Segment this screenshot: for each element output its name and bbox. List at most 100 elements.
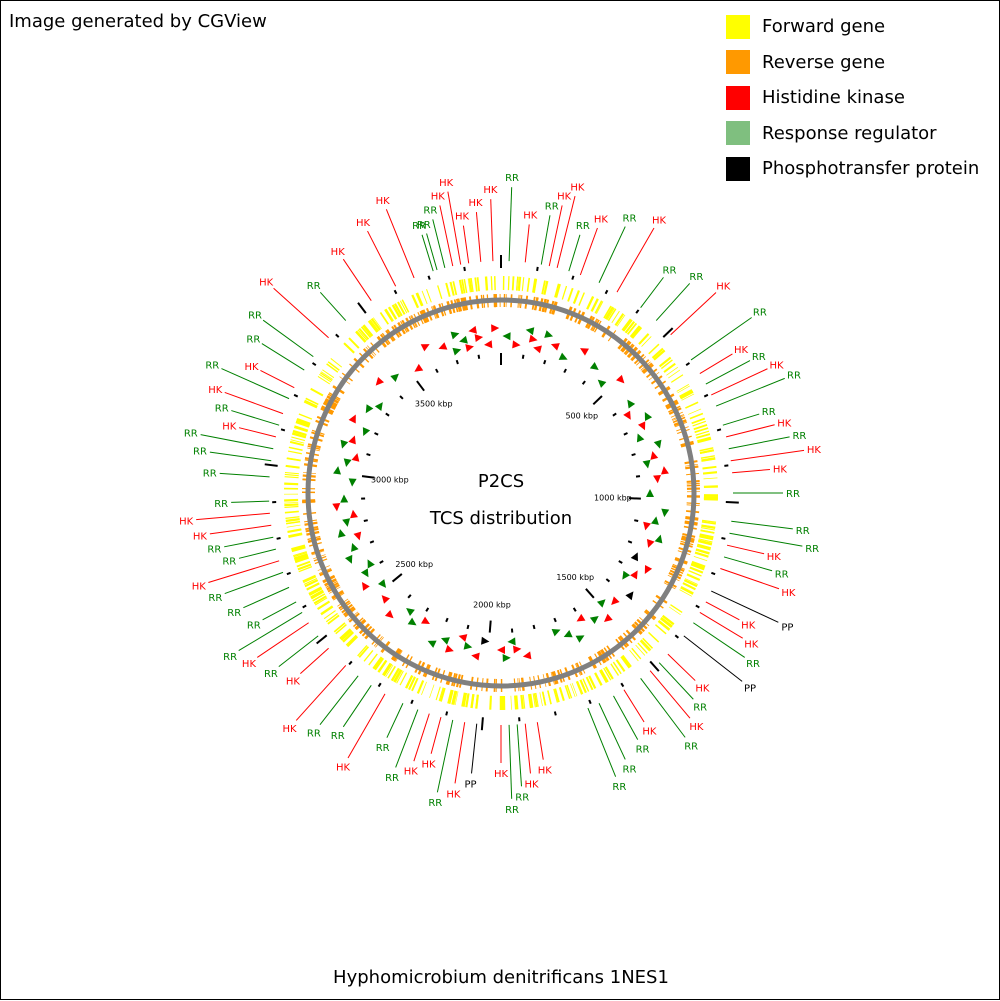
histidine-kinase-label: HK	[594, 215, 609, 226]
response-regulator-label: RR	[515, 792, 529, 803]
forward-gene	[486, 277, 487, 291]
response-regulator-label: RR	[222, 557, 236, 568]
inner-tick	[457, 360, 458, 364]
response-regulator-leader	[262, 344, 304, 370]
inner-tick	[624, 433, 628, 435]
response-regulator-marker	[390, 371, 401, 382]
response-regulator-marker	[576, 632, 587, 643]
response-regulator-label: RR	[693, 703, 707, 714]
histidine-kinase-leader	[732, 469, 770, 472]
outer-tick	[572, 276, 573, 280]
tick-label: 500 kbp	[565, 411, 598, 420]
inner-tick	[523, 355, 524, 359]
histidine-kinase-label: HK	[455, 212, 470, 223]
inner-tick	[367, 454, 371, 455]
forward-gene	[285, 477, 299, 478]
response-regulator-leader	[263, 602, 297, 620]
response-regulator-leader	[509, 725, 512, 799]
forward-gene	[574, 290, 579, 303]
response-regulator-label: RR	[215, 404, 229, 415]
outer-tick	[606, 290, 608, 294]
forward-gene	[284, 502, 298, 503]
response-regulator-label: RR	[428, 798, 442, 809]
response-regulator-label: RR	[746, 659, 760, 670]
histidine-kinase-label: HK	[744, 639, 759, 650]
histidine-kinase-marker	[550, 340, 560, 350]
response-regulator-marker	[502, 332, 510, 340]
tick-label: 1500 kbp	[556, 573, 594, 582]
phosphotransfer-protein-leader	[711, 591, 778, 622]
response-regulator-marker	[559, 353, 570, 364]
response-regulator-label: RR	[248, 310, 262, 321]
histidine-kinase-marker	[475, 333, 484, 342]
response-regulator-marker	[597, 596, 608, 607]
phosphotransfer-protein-label: PP	[781, 623, 793, 634]
histidine-kinase-marker	[623, 411, 634, 422]
histidine-kinase-label: HK	[483, 185, 498, 196]
forward-gene	[701, 530, 715, 533]
inner-tick	[564, 369, 566, 373]
response-regulator-leader	[231, 501, 269, 502]
response-regulator-label: RR	[385, 773, 399, 784]
response-regulator-label: RR	[505, 173, 519, 184]
histidine-kinase-label: HK	[222, 421, 237, 432]
inner-tick	[364, 520, 368, 521]
organism-name: Hyphomicrobium denitrificans 1NES1	[1, 967, 1000, 988]
forward-gene	[642, 336, 652, 346]
histidine-kinase-leader	[463, 226, 468, 264]
histidine-kinase-leader	[731, 450, 804, 460]
histidine-kinase-leader	[711, 369, 767, 395]
response-regulator-marker	[590, 613, 601, 624]
response-regulator-label: RR	[423, 206, 437, 217]
outer-tick	[294, 395, 298, 397]
response-regulator-leader	[706, 361, 750, 384]
outer-tick	[704, 395, 708, 397]
forward-gene	[703, 467, 717, 469]
phosphotransfer-protein-marker	[481, 637, 490, 646]
inner-tick	[400, 396, 403, 399]
forward-gene	[595, 673, 601, 685]
histidine-kinase-label: HK	[242, 659, 257, 670]
inner-tick	[554, 618, 556, 622]
tick-label: 1000 kbp	[594, 494, 632, 503]
response-regulator-leader	[263, 320, 313, 356]
response-regulator-leader	[279, 636, 318, 667]
response-regulator-leader	[437, 720, 452, 792]
histidine-kinase-marker	[529, 335, 538, 344]
response-regulator-marker	[643, 460, 652, 469]
response-regulator-leader	[201, 435, 274, 449]
histidine-kinase-leader	[386, 209, 414, 278]
response-regulator-label: RR	[545, 201, 559, 212]
histidine-kinase-label: HK	[523, 211, 538, 222]
histidine-kinase-marker	[641, 565, 652, 576]
forward-gene	[521, 695, 522, 709]
forward-gene	[284, 484, 298, 485]
histidine-kinase-label: HK	[777, 418, 792, 429]
outer-tick	[379, 683, 381, 686]
histidine-kinase-label: HK	[376, 196, 391, 207]
histidine-kinase-marker	[648, 450, 658, 460]
response-regulator-label: RR	[227, 608, 241, 619]
response-regulator-marker	[408, 618, 419, 629]
response-regulator-marker	[452, 346, 462, 356]
response-regulator-label: RR	[612, 782, 626, 793]
histidine-kinase-leader	[368, 231, 396, 286]
response-regulator-marker	[660, 509, 669, 518]
response-regulator-label: RR	[752, 352, 766, 363]
histidine-kinase-marker	[385, 610, 396, 621]
outer-tick	[428, 276, 429, 280]
inner-tick	[467, 625, 468, 629]
inner-tick	[408, 595, 411, 598]
histidine-kinase-label: HK	[570, 182, 585, 193]
response-regulator-marker	[595, 377, 606, 388]
response-regulator-leader	[509, 187, 512, 261]
phosphotransfer-protein-leader	[472, 724, 477, 774]
forward-gene	[685, 402, 698, 408]
response-regulator-leader	[239, 549, 276, 558]
response-regulator-leader	[588, 708, 616, 777]
forward-gene	[579, 293, 584, 306]
response-regulator-label: RR	[762, 407, 776, 418]
forward-gene	[508, 276, 509, 290]
histidine-kinase-leader	[257, 623, 308, 658]
